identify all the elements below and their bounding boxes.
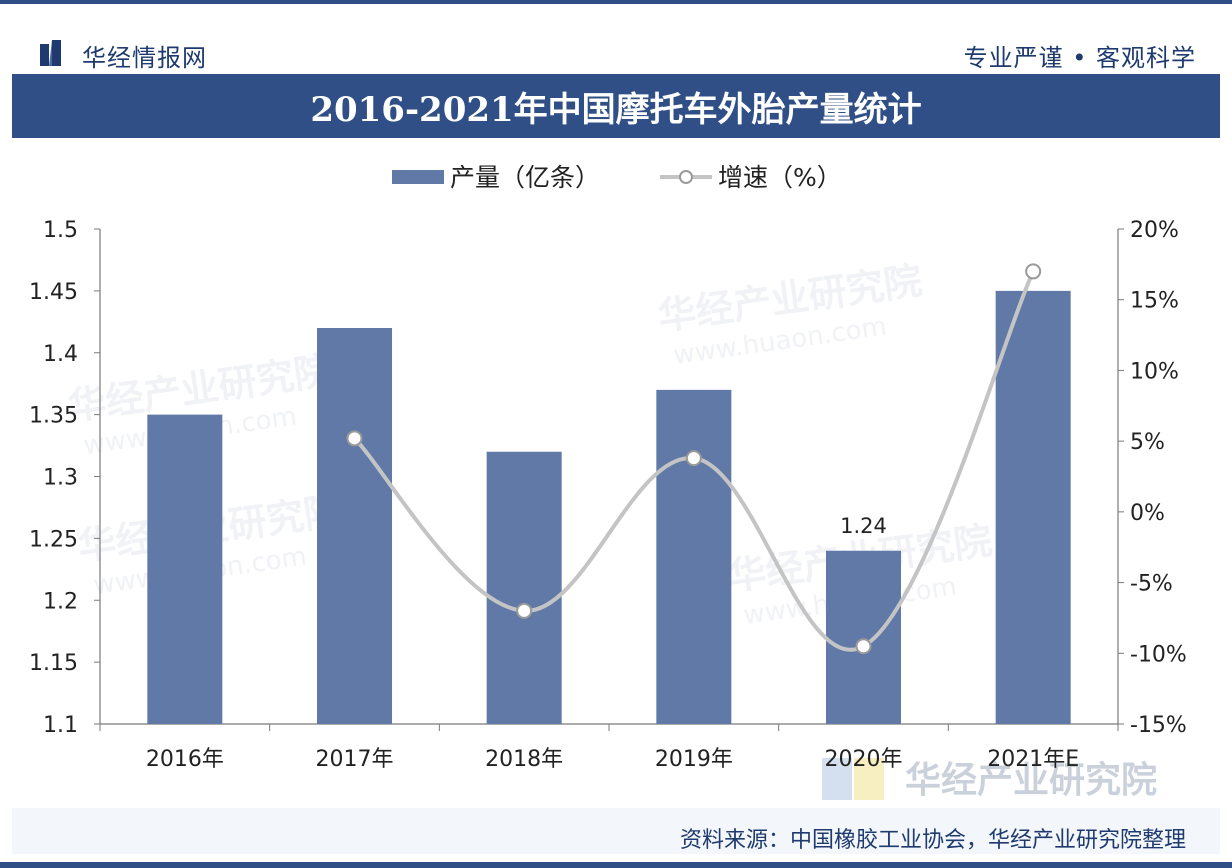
watermark-text: 华经产业研究院 [905,760,1157,800]
x-tick-label: 2017年 [316,747,394,772]
y-left-tick-label: 1.3 [43,466,78,491]
y-left-tick-label: 1.5 [43,218,78,243]
growth-point [516,602,533,619]
y-right-tick-label: -15% [1130,713,1187,738]
bar-data-label: 1.24 [840,514,887,538]
y-right-tick-label: -5% [1130,572,1173,597]
x-tick-label: 2021年E [987,747,1079,772]
bottom-frame-line [0,862,1232,868]
y-left-tick-label: 1.1 [43,713,78,738]
bar [486,451,562,724]
legend-line-marker [679,170,693,184]
x-tick-label: 2020年 [825,747,903,772]
legend-line-label: 增速（%） [718,163,842,192]
growth-point [685,450,702,467]
growth-point [1025,263,1042,280]
x-tick-label: 2018年 [485,747,563,772]
growth-point [855,638,872,655]
y-right-tick-label: 10% [1130,359,1179,384]
y-right-tick-label: -10% [1130,642,1187,667]
legend-bar-label: 产量（亿条） [450,163,600,192]
title-bar: 2016-2021年中国摩托车外胎产量统计 [12,74,1220,138]
legend-bar-swatch [392,170,444,184]
y-right-tick-label: 5% [1130,430,1165,455]
bar [317,328,392,724]
y-right-tick-label: 20% [1130,218,1179,243]
x-tick-label: 2019年 [655,747,733,772]
y-right-tick-label: 15% [1130,289,1179,314]
growth-point [346,430,363,447]
watermark-logo-icon [822,758,852,800]
y-left-tick-label: 1.35 [29,404,78,429]
y-left-tick-label: 1.25 [29,527,78,552]
source-bar: 资料来源：中国橡胶工业协会，华经产业研究院整理 [12,808,1220,854]
growth-line [353,270,1035,652]
bar [826,550,901,724]
chart: 华经产业研究院www.huaon.com华经产业研究院www.huaon.com… [29,163,1187,800]
bar [147,414,223,724]
bar [656,389,732,724]
y-left-tick-label: 1.15 [29,651,78,676]
watermark-logo-icon [854,758,884,800]
y-left-tick-label: 1.4 [43,342,78,367]
top-frame-line [0,0,1232,4]
chart-title: 2016-2021年中国摩托车外胎产量统计 [310,89,922,130]
y-left-tick-label: 1.2 [43,589,78,614]
y-left-tick-label: 1.45 [29,280,78,305]
brand-logo-icon [40,40,61,66]
bar [995,290,1071,724]
brand-name: 华经情报网 [82,44,207,72]
header: 华经情报网 专业严谨 • 客观科学 [0,4,1232,74]
y-right-tick-label: 0% [1130,501,1165,526]
source-note: 资料来源：中国橡胶工业协会，华经产业研究院整理 [679,828,1186,853]
slogan: 专业严谨 • 客观科学 [963,44,1196,72]
x-tick-label: 2016年 [146,747,224,772]
